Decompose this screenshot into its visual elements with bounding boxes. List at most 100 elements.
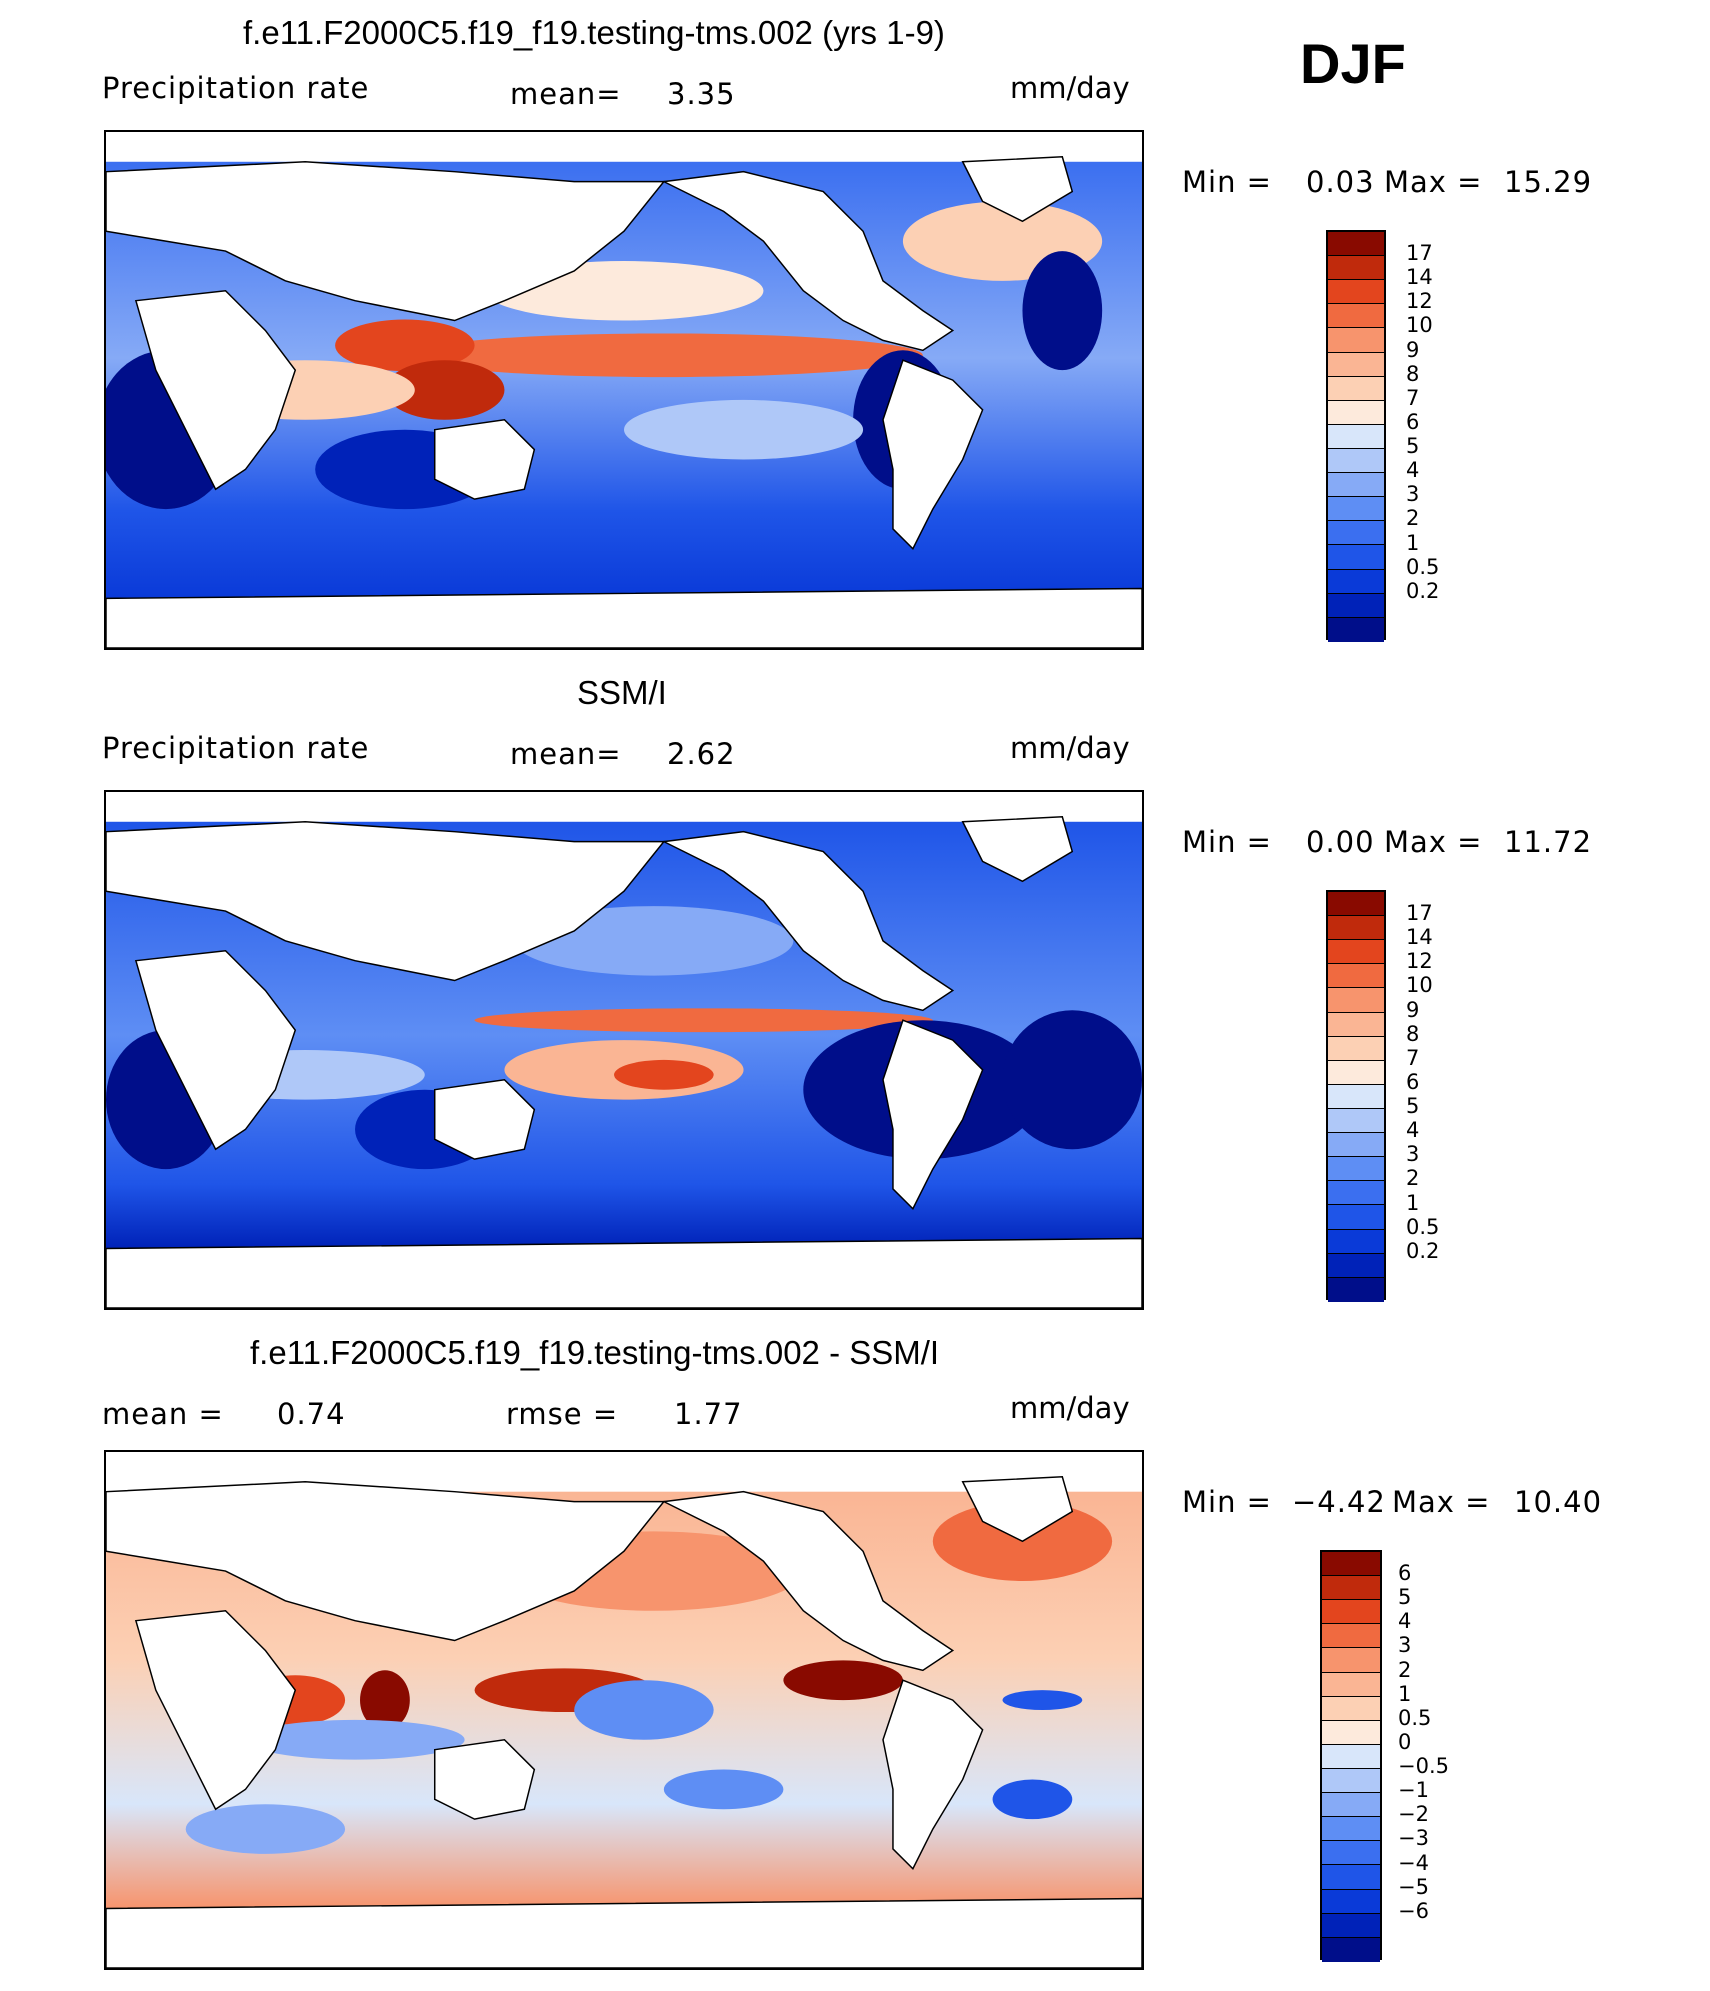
colorbar-swatch	[1328, 916, 1384, 941]
panel-2-mean-label: mean=	[510, 737, 622, 771]
australia	[433, 1078, 536, 1160]
colorbar-swatch	[1328, 497, 1384, 522]
panel-2-min-label: Min =	[1182, 825, 1272, 859]
panel-2-map	[104, 790, 1144, 1310]
colorbar-swatch	[1328, 1229, 1384, 1254]
colorbar-tick-label: 0	[1398, 1729, 1412, 1754]
colorbar-tick-label: 3	[1398, 1633, 1412, 1658]
panel-2-variable-label: Precipitation rate	[102, 731, 370, 765]
colorbar-tick-label: 4	[1406, 1118, 1420, 1143]
colorbar-tick-label: 6	[1406, 409, 1420, 434]
colorbar-swatch	[1322, 1913, 1380, 1938]
panel-3-rmse-value: 1.77	[674, 1397, 743, 1431]
greenland	[961, 816, 1074, 883]
colorbar-swatch	[1322, 1600, 1380, 1625]
colorbar-tick-label: −5	[1398, 1874, 1429, 1899]
panel-2-min-value: 0.00	[1306, 825, 1375, 859]
colorbar-tick-label: 8	[1406, 361, 1420, 386]
panel-2-max-value: 11.72	[1504, 825, 1593, 859]
colorbar-tick-label: 7	[1406, 385, 1420, 410]
colorbar-swatch	[1322, 1937, 1380, 1962]
south-america	[882, 1679, 984, 1871]
colorbar-tick-label: 12	[1406, 289, 1433, 314]
colorbar-tick-label: −1	[1398, 1778, 1429, 1803]
australia	[433, 1738, 536, 1820]
colorbar-swatch	[1328, 892, 1384, 917]
panel-1-mean-label: mean=	[510, 77, 622, 111]
colorbar-swatch	[1328, 545, 1384, 570]
colorbar-tick-label: 1	[1398, 1681, 1412, 1706]
colorbar-swatch	[1322, 1576, 1380, 1601]
colorbar-swatch	[1328, 448, 1384, 474]
colorbar-tick-label: 0.5	[1398, 1705, 1432, 1730]
panel-3-map	[104, 1450, 1144, 1970]
colorbar-swatch	[1328, 328, 1384, 353]
panel-2-units: mm/day	[1010, 731, 1130, 765]
colorbar-swatch	[1322, 1889, 1380, 1914]
panel-2-max-label: Max =	[1384, 825, 1483, 859]
colorbar-swatch	[1328, 1277, 1384, 1302]
colorbar-swatch	[1328, 256, 1384, 281]
africa	[134, 1609, 297, 1811]
antarctica	[106, 587, 1142, 648]
colorbar-swatch	[1328, 1205, 1384, 1230]
panel-1-units: mm/day	[1010, 71, 1130, 105]
panel-2-title: SSM/I	[577, 674, 667, 711]
panel-2-mean-value: 2.62	[667, 737, 736, 771]
colorbar-tick-label: 0.5	[1406, 554, 1440, 579]
panel-3-mean-label: mean =	[102, 1397, 224, 1431]
panel-1-title: f.e11.F2000C5.f19_f19.testing-tms.002 (y…	[243, 14, 945, 51]
colorbar-swatch	[1328, 376, 1384, 401]
colorbar-swatch	[1328, 617, 1384, 642]
eurasia	[106, 161, 666, 322]
panel-3-mean-value: 0.74	[277, 1397, 346, 1431]
colorbar-tick-label: 14	[1406, 925, 1433, 950]
panel-1-max-label: Max =	[1384, 165, 1483, 199]
colorbar-tick-label: 0.2	[1406, 1238, 1440, 1263]
colorbar-swatch	[1328, 940, 1384, 965]
colorbar-tick-label: 3	[1406, 482, 1420, 507]
panel-3-max-label: Max =	[1392, 1485, 1491, 1519]
colorbar-tick-label: 14	[1406, 265, 1433, 290]
season-label: DJF	[1300, 32, 1406, 95]
colorbar-tick-label: 7	[1406, 1045, 1420, 1070]
colorbar-swatch	[1328, 232, 1384, 257]
colorbar-tick-label: 6	[1406, 1069, 1420, 1094]
colorbar-swatch	[1328, 521, 1384, 546]
south-america	[882, 1019, 984, 1211]
colorbar-tick-label: 5	[1406, 1094, 1420, 1119]
panel-1-variable-label: Precipitation rate	[102, 71, 370, 105]
africa	[134, 949, 297, 1151]
colorbar-tick-label: 1	[1406, 530, 1420, 555]
colorbar-swatch	[1322, 1648, 1380, 1673]
eurasia	[106, 821, 666, 982]
panel-1-max-value: 15.29	[1504, 165, 1593, 199]
antarctica	[106, 1237, 1142, 1308]
africa	[134, 289, 297, 491]
colorbar-swatch	[1328, 988, 1384, 1013]
colorbar-swatch	[1322, 1624, 1380, 1649]
panel-3-max-value: 10.40	[1514, 1485, 1603, 1519]
colorbar-swatch	[1328, 1084, 1384, 1109]
colorbar-tick-label: 2	[1398, 1657, 1412, 1682]
panel-1-map	[104, 130, 1144, 650]
colorbar-tick-label: 0.5	[1406, 1214, 1440, 1239]
antarctica	[106, 1897, 1142, 1968]
greenland	[961, 1476, 1074, 1543]
colorbar-swatch	[1328, 1108, 1384, 1134]
north-america	[661, 830, 955, 1012]
colorbar-tick-label: 5	[1398, 1585, 1412, 1610]
colorbar-swatch	[1328, 352, 1384, 377]
colorbar-swatch	[1328, 400, 1384, 425]
colorbar-swatch	[1322, 1720, 1380, 1745]
colorbar-swatch	[1328, 1036, 1384, 1061]
colorbar-tick-label: 6	[1398, 1561, 1412, 1586]
colorbar-swatch	[1322, 1793, 1380, 1818]
panel-1-mean-value: 3.35	[667, 77, 736, 111]
panel-3-colorbar	[1320, 1550, 1382, 1962]
colorbar-tick-label: 4	[1398, 1609, 1412, 1634]
colorbar-swatch	[1328, 1181, 1384, 1206]
colorbar-swatch	[1328, 1253, 1384, 1278]
colorbar-swatch	[1328, 569, 1384, 594]
colorbar-tick-label: −3	[1398, 1826, 1429, 1851]
